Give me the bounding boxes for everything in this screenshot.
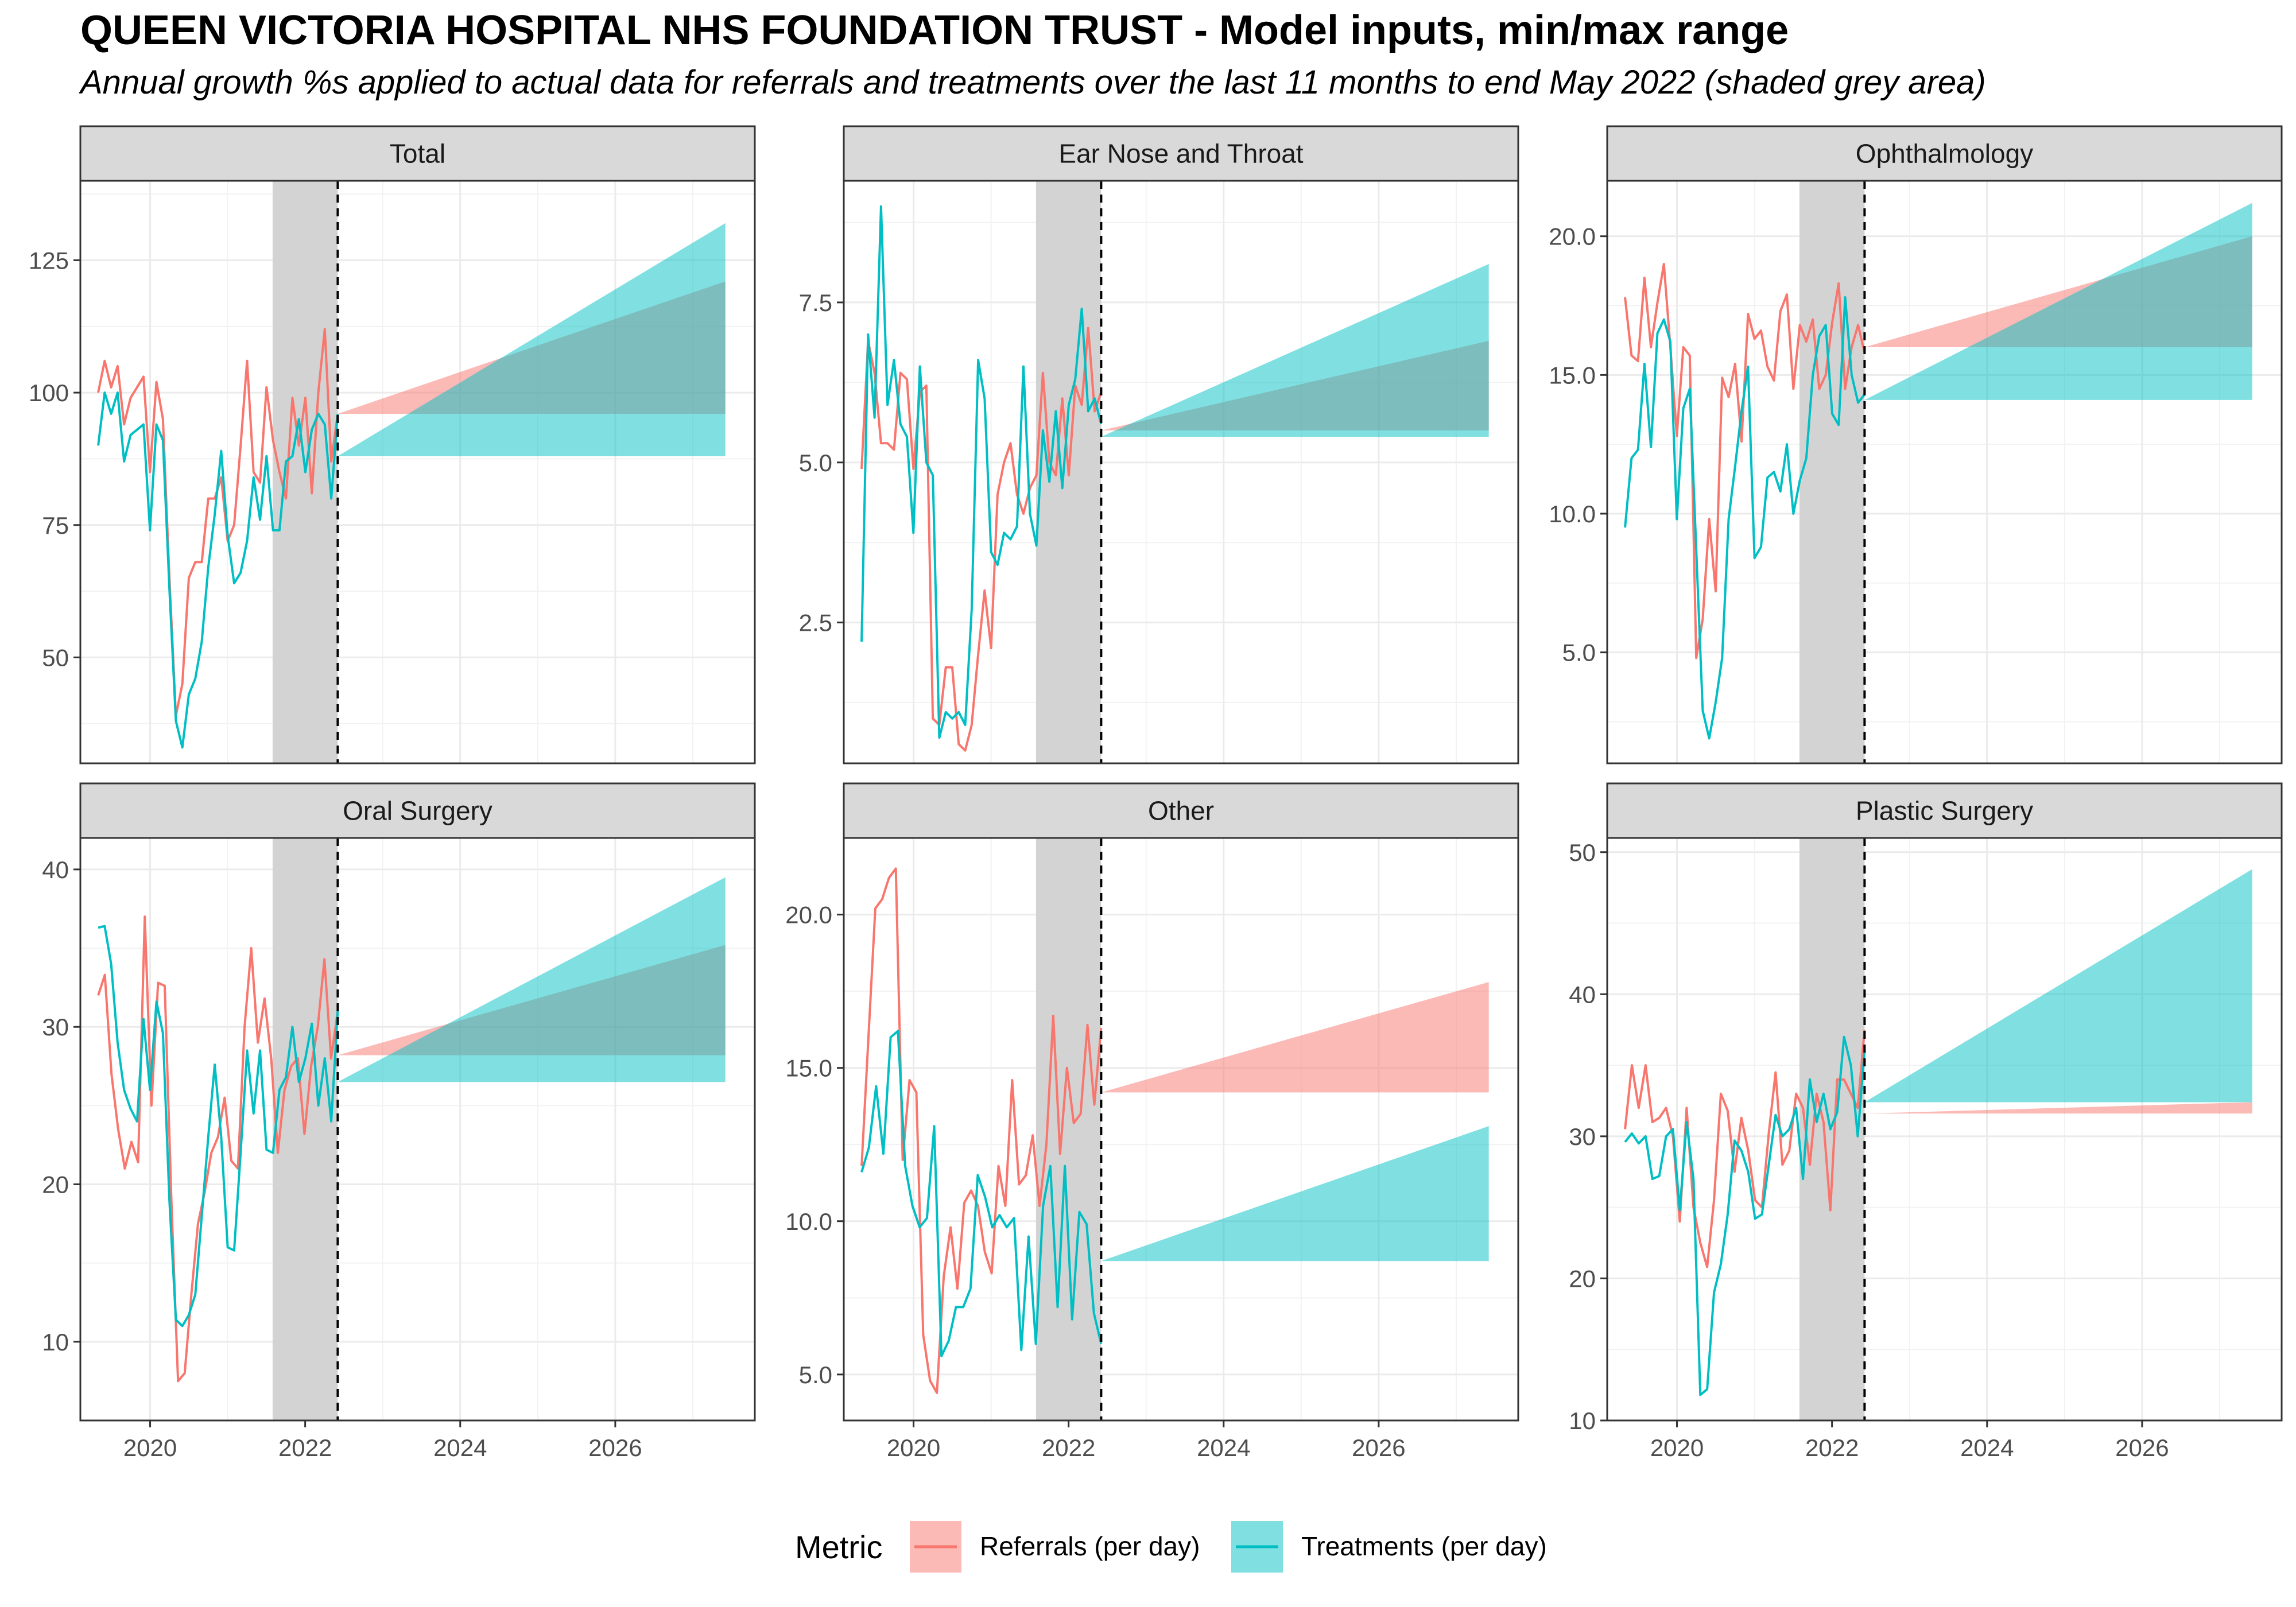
x-tick-label: 2026 bbox=[2115, 1434, 2169, 1461]
y-tick-label: 2.5 bbox=[799, 610, 832, 636]
y-tick-label: 10 bbox=[1569, 1407, 1596, 1434]
x-tick-label: 2020 bbox=[887, 1434, 940, 1461]
y-tick-label: 10.0 bbox=[1549, 500, 1596, 527]
legend: Metric Referrals (per day) Treatments (per… bbox=[795, 1521, 1547, 1573]
y-tick-label: 20 bbox=[42, 1171, 69, 1198]
shaded-period bbox=[1035, 838, 1102, 1420]
x-tick-label: 2026 bbox=[588, 1434, 642, 1461]
treatments-ribbon bbox=[1101, 1126, 1489, 1261]
y-tick-label: 50 bbox=[1569, 839, 1596, 866]
y-tick-label: 50 bbox=[42, 644, 69, 671]
treatments-ribbon bbox=[1101, 264, 1489, 437]
y-tick-label: 10 bbox=[42, 1329, 69, 1356]
treatments-line bbox=[98, 925, 339, 1327]
referrals-ribbon bbox=[1864, 1102, 2252, 1114]
treatments-ribbon bbox=[338, 877, 726, 1082]
chart-subtitle: Annual growth %s applied to actual data … bbox=[80, 64, 1986, 101]
x-tick-label: 2022 bbox=[1042, 1434, 1095, 1461]
facet-label: Plastic Surgery bbox=[1856, 796, 2033, 826]
y-tick-label: 5.0 bbox=[799, 1361, 832, 1388]
y-tick-label: 15.0 bbox=[785, 1055, 832, 1082]
facet-strip bbox=[79, 125, 756, 182]
y-tick-label: 5.0 bbox=[799, 449, 832, 476]
x-tick-label: 2024 bbox=[433, 1434, 487, 1461]
y-tick-label: 7.5 bbox=[799, 289, 832, 316]
y-tick-label: 5.0 bbox=[1562, 639, 1596, 666]
facet-label: Oral Surgery bbox=[343, 796, 492, 826]
referrals-line bbox=[1624, 263, 1866, 659]
x-tick-label: 2024 bbox=[1197, 1434, 1250, 1461]
facet-label: Ophthalmology bbox=[1856, 139, 2033, 169]
y-tick-label: 30 bbox=[42, 1014, 69, 1041]
treatments-line bbox=[860, 1030, 1103, 1357]
panel-total: Total 50 75 100 125 bbox=[29, 125, 756, 764]
facet-strip bbox=[1606, 782, 2283, 839]
legend-label: Referrals (per day) bbox=[980, 1531, 1200, 1561]
panel-background bbox=[844, 181, 1518, 763]
y-tick-label: 20.0 bbox=[1549, 223, 1596, 250]
chart-title: QUEEN VICTORIA HOSPITAL NHS FOUNDATION T… bbox=[80, 7, 1789, 53]
x-tick-label: 2022 bbox=[278, 1434, 332, 1461]
panel-background bbox=[844, 838, 1518, 1420]
y-tick-label: 125 bbox=[29, 247, 69, 274]
facet-label: Other bbox=[1148, 796, 1214, 826]
treatments-line bbox=[860, 205, 1103, 739]
shaded-period bbox=[1799, 181, 1865, 763]
panel-plastic-surgery: Plastic Surgery 10 20 30 40 50 2020 2022 2024 202… bbox=[1569, 782, 2283, 1461]
facet-strip bbox=[1606, 125, 2283, 182]
x-tick-label: 2024 bbox=[1960, 1434, 2014, 1461]
y-tick-label: 20.0 bbox=[785, 902, 832, 929]
x-tick-label: 2020 bbox=[1650, 1434, 1704, 1461]
shaded-period bbox=[1799, 838, 1865, 1420]
y-tick-label: 75 bbox=[42, 512, 69, 539]
y-tick-label: 30 bbox=[1569, 1123, 1596, 1150]
treatments-ribbon bbox=[338, 223, 726, 456]
y-tick-label: 40 bbox=[1569, 981, 1596, 1008]
panel-oral-surgery: Oral Surgery 10 20 30 40 2020 2022 2024 2026 bbox=[42, 782, 756, 1461]
y-tick-label: 100 bbox=[29, 379, 69, 406]
treatments-line bbox=[1624, 1035, 1866, 1396]
x-tick-label: 2026 bbox=[1352, 1434, 1405, 1461]
facet-strip bbox=[843, 125, 1519, 182]
y-tick-label: 40 bbox=[42, 856, 69, 883]
legend-label: Treatments (per day) bbox=[1301, 1531, 1547, 1561]
treatments-line bbox=[97, 391, 339, 749]
referrals-line bbox=[860, 327, 1103, 752]
referrals-line bbox=[97, 915, 339, 1383]
treatments-ribbon bbox=[1864, 869, 2252, 1103]
legend-title: Metric bbox=[795, 1529, 882, 1565]
y-tick-label: 10.0 bbox=[785, 1208, 832, 1235]
y-tick-label: 20 bbox=[1569, 1265, 1596, 1292]
panel-other: Other 5.0 10.0 15.0 20.0 2020 2022 2024 2026 bbox=[785, 782, 1519, 1461]
panel-ophthalmology: Ophthalmology 5.0 10.0 15.0 20.0 bbox=[1549, 125, 2283, 764]
facet-strip bbox=[843, 782, 1519, 839]
facet-strip bbox=[79, 782, 756, 839]
referrals-ribbon bbox=[1101, 982, 1489, 1093]
y-tick-label: 15.0 bbox=[1549, 362, 1596, 389]
legend-item: Treatments (per day) bbox=[1231, 1521, 1547, 1573]
facet-label: Ear Nose and Throat bbox=[1058, 139, 1303, 169]
x-tick-label: 2022 bbox=[1805, 1434, 1859, 1461]
panel-ear-nose-and-throat: Ear Nose and Throat 2.5 5.0 7.5 bbox=[799, 125, 1519, 764]
legend-item: Referrals (per day) bbox=[910, 1521, 1200, 1573]
treatments-line bbox=[1624, 296, 1865, 740]
x-tick-label: 2020 bbox=[123, 1434, 177, 1461]
treatments-ribbon bbox=[1864, 203, 2252, 400]
facet-label: Total bbox=[390, 139, 445, 169]
referrals-line bbox=[1624, 1030, 1866, 1268]
